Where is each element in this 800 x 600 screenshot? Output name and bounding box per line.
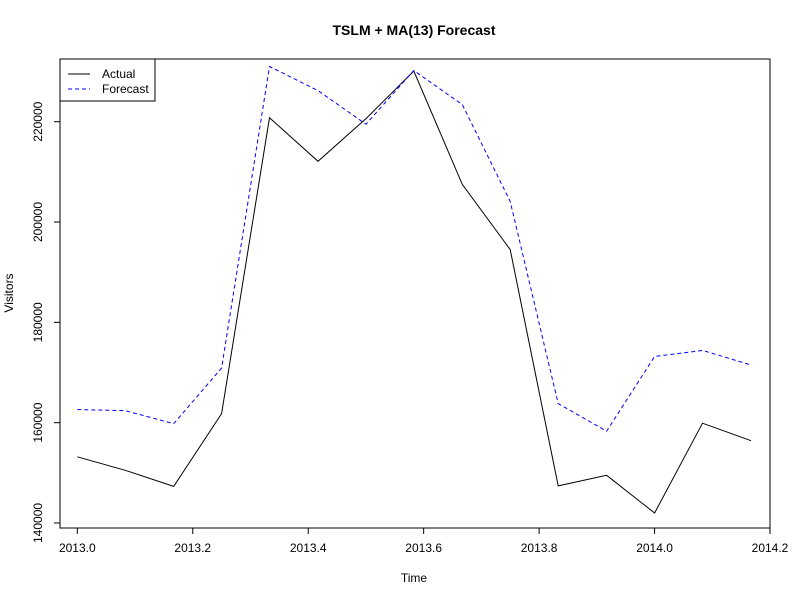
x-axis: 2013.0 2013.2 2013.4 2013.6 2013.8 2014.0 2014… <box>59 528 789 555</box>
y-tick-label: 220000 <box>31 101 45 141</box>
legend-label-actual: Actual <box>102 67 135 81</box>
x-tick-label: 2013.8 <box>521 541 558 555</box>
legend: Actual Forecast <box>59 58 156 102</box>
legend-label-forecast: Forecast <box>102 82 149 96</box>
x-tick-label: 2014.2 <box>752 541 789 555</box>
series-line-actual <box>77 70 752 514</box>
x-tick-label: 2013.0 <box>59 541 96 555</box>
y-tick-label: 140000 <box>31 503 45 543</box>
series-layer <box>77 65 752 514</box>
y-axis: 140000 160000 180000 200000 220000 <box>31 101 60 543</box>
x-tick-label: 2013.4 <box>290 541 327 555</box>
y-tick-label: 180000 <box>31 302 45 342</box>
x-tick-label: 2014.0 <box>636 541 673 555</box>
y-tick-label: 200000 <box>31 202 45 242</box>
x-axis-label: Time <box>401 571 428 585</box>
plot-frame <box>59 58 771 529</box>
x-tick-label: 2013.6 <box>405 541 442 555</box>
series-line-forecast <box>77 65 752 432</box>
legend-box <box>59 58 156 102</box>
y-tick-label: 160000 <box>31 402 45 442</box>
y-axis-label: Visitors <box>2 273 16 312</box>
chart-title: TSLM + MA(13) Forecast <box>333 22 496 38</box>
x-tick-label: 2013.2 <box>174 541 211 555</box>
